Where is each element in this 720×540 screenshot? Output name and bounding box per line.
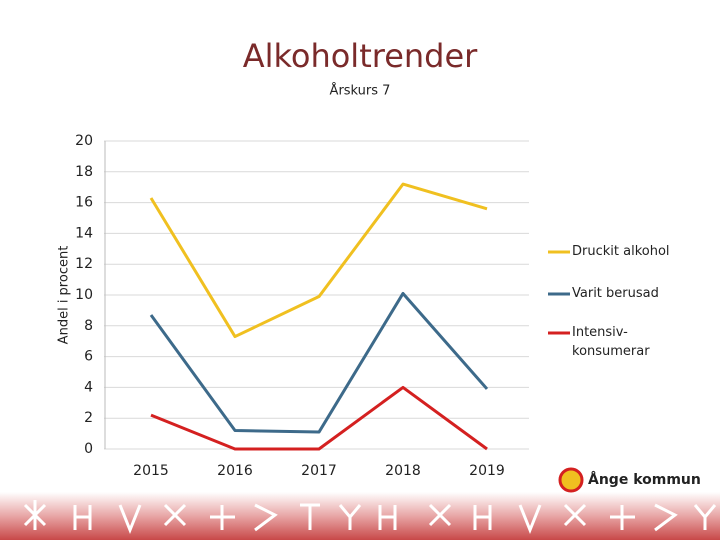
y-tick-label: 12: [75, 256, 93, 272]
y-axis-label: Andel i procent: [57, 246, 72, 345]
footer-band: [0, 492, 720, 540]
x-tick-label: 2018: [385, 463, 421, 479]
chart-title: Alkoholtrender: [243, 37, 478, 75]
series-line: [149, 182, 488, 339]
y-tick-label: 2: [84, 410, 93, 426]
legend-label: Druckit alkohol: [572, 244, 670, 259]
y-tick-label: 0: [84, 441, 93, 457]
chart-subtitle: Årskurs 7: [330, 83, 391, 99]
y-tick-label: 6: [84, 349, 93, 365]
legend-label: Varit berusad: [572, 286, 659, 301]
y-tick-label: 8: [84, 318, 93, 334]
y-tick-label: 18: [75, 164, 93, 180]
series-line: [149, 291, 489, 434]
logo-icon: [558, 467, 584, 493]
legend-label: Intensiv- konsumerar: [572, 325, 650, 359]
y-tick-label: 4: [84, 379, 93, 395]
logo-text: Ånge kommun: [588, 471, 701, 488]
x-tick-label: 2015: [133, 463, 169, 479]
x-tick-label: 2016: [217, 463, 253, 479]
y-tick-label: 14: [75, 225, 93, 241]
y-tick-label: 20: [75, 133, 93, 149]
y-tick-label: 10: [75, 287, 93, 303]
series-line: [150, 385, 488, 451]
y-tick-label: 16: [75, 195, 93, 211]
x-tick-label: 2019: [469, 463, 505, 479]
footer-pattern: [23, 500, 717, 535]
x-tick-label: 2017: [301, 463, 337, 479]
